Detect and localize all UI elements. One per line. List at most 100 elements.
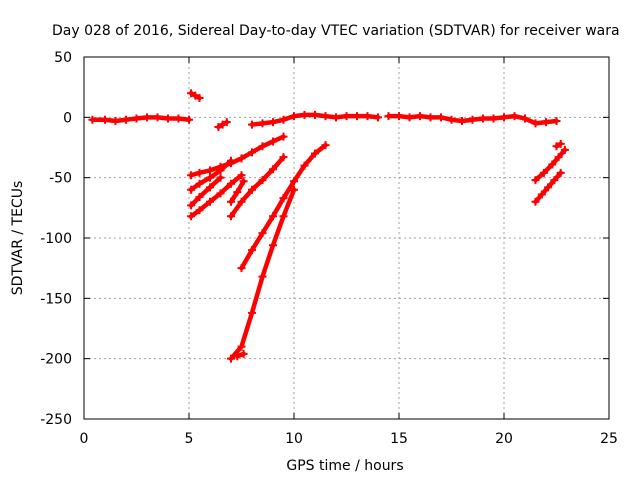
grid-layer xyxy=(84,57,609,419)
data-point xyxy=(227,156,235,165)
data-point xyxy=(550,176,559,185)
x-axis-label: GPS time / hours xyxy=(286,458,403,474)
data-point xyxy=(195,94,204,103)
data-point xyxy=(237,197,246,206)
y-tick-label: -100 xyxy=(40,231,72,247)
data-point xyxy=(560,145,569,154)
data-point xyxy=(185,115,193,124)
data-point xyxy=(216,189,225,198)
data-point xyxy=(539,168,548,177)
data-point xyxy=(542,118,550,127)
y-axis-label: SDTVAR / TECUs xyxy=(10,181,26,296)
data-point xyxy=(363,112,372,121)
series-line xyxy=(188,134,286,178)
data-point xyxy=(222,118,231,127)
series-baseline-2 xyxy=(248,110,382,129)
data-point xyxy=(206,183,214,192)
data-point xyxy=(143,113,151,122)
series-arc-e xyxy=(227,153,288,221)
data-point xyxy=(279,194,288,203)
series-line xyxy=(188,173,244,219)
data-point xyxy=(258,176,267,185)
data-point xyxy=(437,113,445,122)
data-point xyxy=(227,354,235,363)
x-tick-label: 5 xyxy=(185,431,194,447)
data-point xyxy=(216,173,225,182)
x-tick-label: 0 xyxy=(80,431,89,447)
series-arc-i xyxy=(233,349,248,361)
series-baseline-3 xyxy=(384,112,561,128)
data-point xyxy=(479,114,487,123)
data-point xyxy=(269,118,277,127)
data-point xyxy=(290,177,298,186)
data-point xyxy=(206,166,214,175)
data-point xyxy=(426,113,435,122)
data-point xyxy=(269,212,277,221)
data-point xyxy=(374,113,382,122)
data-point xyxy=(111,116,120,125)
series-arc-g xyxy=(237,141,330,273)
data-point xyxy=(269,137,277,146)
data-point xyxy=(269,165,277,174)
data-point xyxy=(521,114,529,123)
y-tick-label: -250 xyxy=(40,412,72,428)
series-arc-f xyxy=(227,177,248,206)
series-arc-d xyxy=(187,171,246,221)
data-point xyxy=(227,197,235,206)
data-point xyxy=(552,116,561,125)
data-point xyxy=(206,173,214,182)
data-point xyxy=(237,171,246,180)
data-point xyxy=(101,115,109,124)
data-point xyxy=(248,246,256,255)
data-point xyxy=(279,212,288,221)
data-point xyxy=(279,115,288,124)
data-point xyxy=(227,179,235,188)
data-point xyxy=(279,153,288,162)
data-point xyxy=(233,188,242,197)
data-point xyxy=(122,115,130,124)
series-baseline-1 xyxy=(88,113,193,125)
data-layer xyxy=(88,89,569,363)
series-arc-j xyxy=(531,168,565,206)
data-point xyxy=(195,179,204,188)
data-point xyxy=(405,113,414,122)
data-point xyxy=(510,112,519,121)
y-tick-label: 50 xyxy=(54,50,72,66)
data-point xyxy=(258,142,267,151)
series-line xyxy=(188,175,223,208)
data-point xyxy=(447,115,456,124)
data-point xyxy=(187,89,196,98)
x-tick-label: 20 xyxy=(495,431,513,447)
data-point xyxy=(248,185,256,194)
data-point xyxy=(554,153,563,162)
data-point xyxy=(248,308,256,317)
data-point xyxy=(311,149,319,158)
data-point xyxy=(195,206,204,215)
data-point xyxy=(290,112,298,121)
data-point xyxy=(531,176,540,185)
data-point xyxy=(531,197,540,206)
data-point xyxy=(556,139,565,148)
data-point xyxy=(548,160,557,169)
data-point xyxy=(239,177,248,186)
data-point xyxy=(416,112,424,121)
series-arc-k xyxy=(531,145,569,185)
data-point xyxy=(300,110,309,119)
data-point xyxy=(258,119,267,128)
data-point xyxy=(195,192,204,201)
data-point xyxy=(269,241,277,250)
data-point xyxy=(395,112,403,121)
data-point xyxy=(214,122,223,131)
data-point xyxy=(531,119,540,128)
data-point xyxy=(237,342,246,351)
data-point xyxy=(191,91,200,100)
data-point xyxy=(544,183,553,192)
y-tick-label: 0 xyxy=(63,110,72,126)
data-point xyxy=(218,120,227,129)
data-point xyxy=(332,113,340,122)
data-point xyxy=(321,141,330,150)
y-tick-label: -50 xyxy=(49,171,72,187)
data-point xyxy=(353,112,361,121)
data-point xyxy=(239,349,248,358)
series-arc-l xyxy=(552,139,565,151)
